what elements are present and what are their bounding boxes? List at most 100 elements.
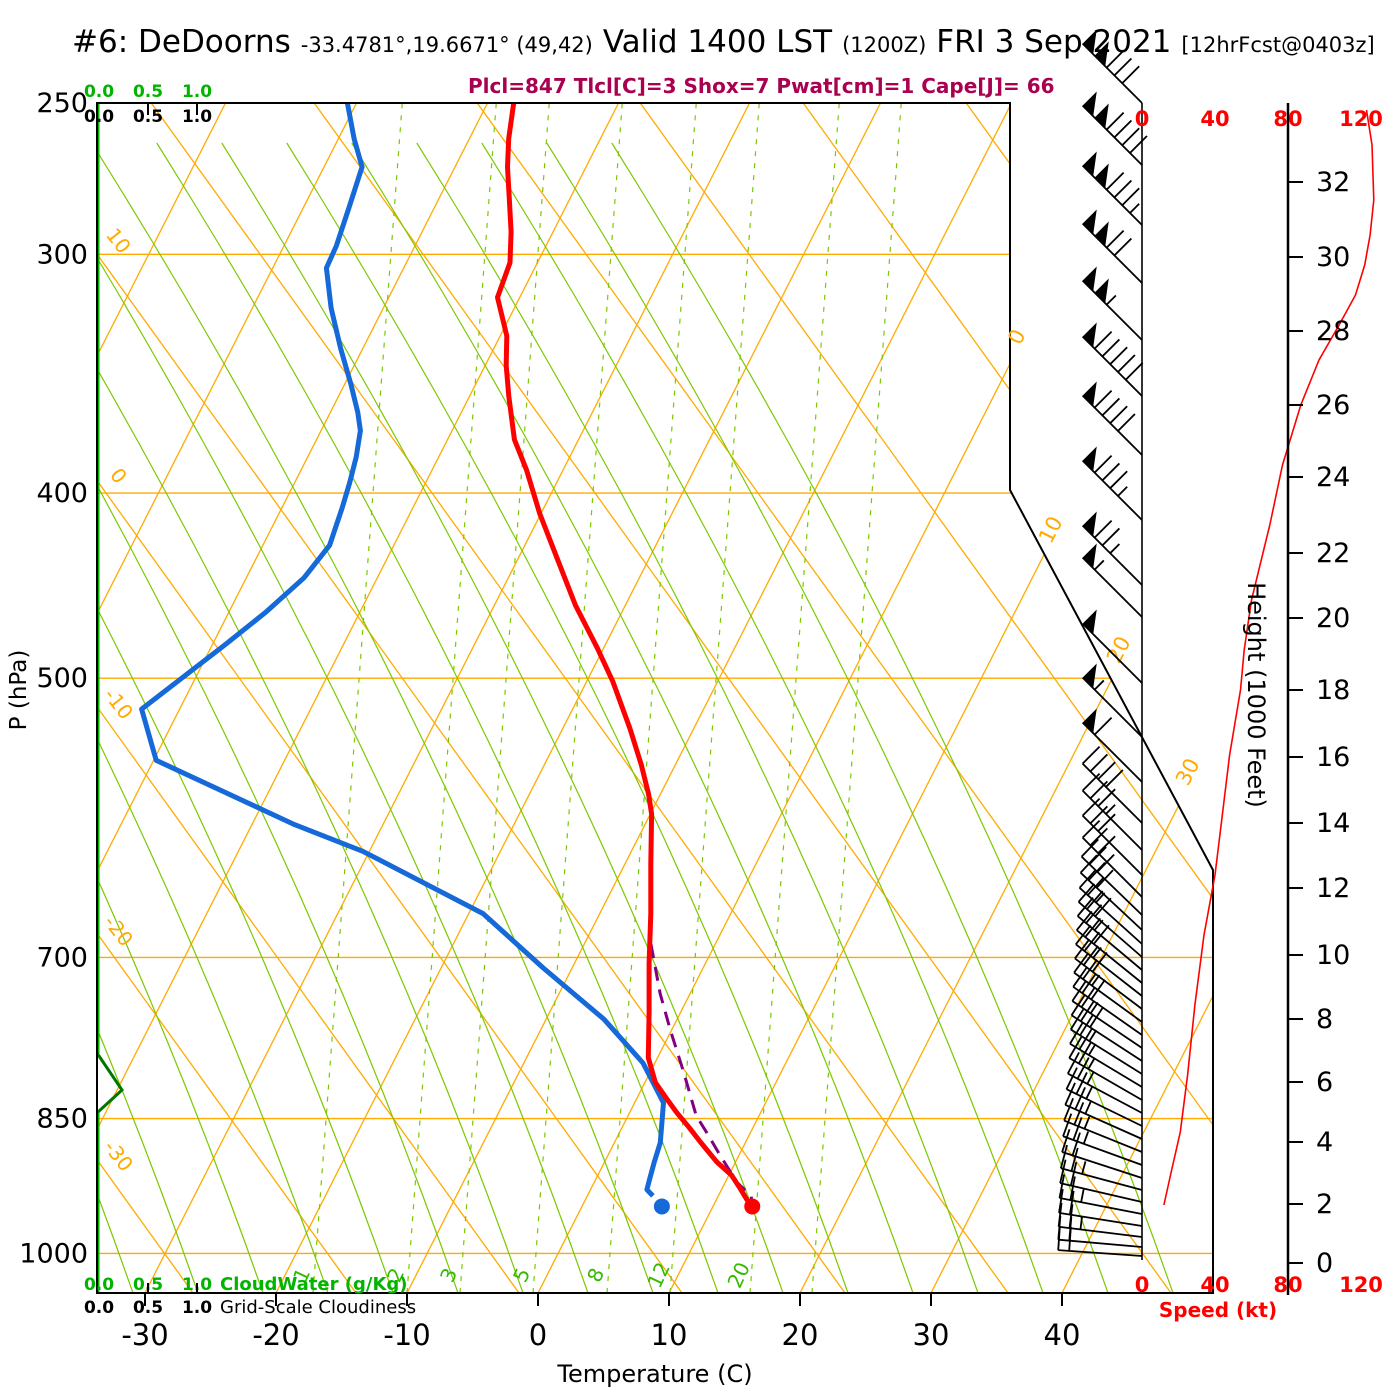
wind-barb-full <box>1089 780 1108 800</box>
wind-barb-pennant <box>1082 381 1097 407</box>
gridscale-axis-label: Grid-Scale Cloudiness <box>220 1297 416 1318</box>
wind-barb <box>1075 924 1143 997</box>
wind-barb-full <box>1093 455 1113 474</box>
cloudwater-axis-label: CloudWater (g/Kg) <box>220 1274 408 1295</box>
wind-barb-half <box>1091 974 1101 987</box>
wind-barb <box>1079 854 1143 931</box>
wind-barb-pennant <box>1082 708 1097 734</box>
dry-adiabat-line <box>313 103 1172 1293</box>
wind-barb-full <box>1079 1014 1094 1036</box>
wind-barb-full <box>1078 1028 1093 1050</box>
height-tick-label: 26 <box>1316 390 1350 421</box>
wind-barb-full <box>1078 1042 1092 1064</box>
wind-barb-full <box>1095 869 1114 889</box>
wind-barb-full <box>1077 883 1096 903</box>
wind-barb-full <box>1070 994 1086 1016</box>
profile-curves <box>139 103 758 1209</box>
forecast-tag: [12hrFcst@0403z] <box>1181 33 1375 57</box>
mixing-ratio-line <box>669 103 760 1293</box>
wind-barb-staff <box>1058 1225 1143 1238</box>
wind-barb-full <box>1121 65 1140 84</box>
wind-barb-full <box>1068 1036 1083 1059</box>
wind-barb <box>1076 910 1143 984</box>
wind-barb-full <box>1082 945 1099 966</box>
wind-barb-full <box>1067 1051 1080 1074</box>
wind-barb-half <box>1082 1131 1090 1145</box>
height-tick-label: 20 <box>1316 603 1350 634</box>
wind-barb-half <box>1106 294 1117 306</box>
wind-barb-full <box>1089 827 1108 847</box>
wind-barb-half <box>1092 947 1102 959</box>
wind-barb-full <box>1090 979 1106 1000</box>
wind-barb <box>1071 980 1143 1049</box>
isotherm-label: 30 <box>1171 754 1205 789</box>
wind-barb-full <box>1065 1067 1078 1090</box>
isotherm-line <box>537 103 1144 1293</box>
temp-tick-label: -20 <box>252 1318 299 1352</box>
wind-barb-full <box>1079 854 1098 874</box>
wind-barb-full <box>1076 910 1093 931</box>
wind-barb-staff <box>1058 1211 1143 1227</box>
wind-barb-full <box>1076 1057 1090 1080</box>
moist-adiabat-line <box>156 142 719 1293</box>
wind-barb-full <box>1121 187 1140 206</box>
wind-barb-full <box>1062 1113 1073 1137</box>
wind-barb-full <box>1106 172 1125 191</box>
background-grid <box>97 103 1213 1293</box>
dry-adiabat-line <box>97 103 846 1293</box>
parcel-path-curve <box>649 944 754 1207</box>
dry-adiabat-line <box>802 103 1213 1293</box>
pressure-tick-label: 250 <box>36 88 88 119</box>
wind-barb-full <box>1075 1072 1088 1095</box>
wind-barb-full <box>1069 1190 1075 1215</box>
temp-axis-title: Temperature (C) <box>556 1360 752 1388</box>
wind-barb-full <box>1117 354 1136 373</box>
height-tick-label: 32 <box>1316 167 1350 198</box>
wind-barb <box>1081 819 1143 898</box>
temp-tick-label: 30 <box>913 1318 950 1352</box>
temp-tick-label: 0 <box>529 1318 547 1352</box>
wind-barb <box>1072 966 1143 1036</box>
wind-barb <box>1078 869 1143 945</box>
wind-barb-full <box>1074 1087 1086 1110</box>
wind-barb-staff <box>1068 1057 1143 1101</box>
wind-barb-full <box>1057 1226 1061 1251</box>
wind-barb-full <box>1080 986 1096 1008</box>
wind-barb-staff <box>1071 1014 1143 1062</box>
valid-date: FRI 3 Sep 2021 <box>936 24 1172 60</box>
wind-barb-staff <box>1076 929 1143 984</box>
mixing-ratio-line <box>749 103 840 1293</box>
wind-barb <box>1081 266 1143 341</box>
wind-barb <box>1081 91 1148 166</box>
wind-barb-half <box>1088 1043 1097 1056</box>
isotherm-line <box>144 103 751 1293</box>
wind-barb <box>1081 209 1143 284</box>
wind-barb-half <box>1093 559 1105 571</box>
wind-barb-full <box>1109 346 1128 365</box>
wind-barb-full <box>1081 772 1101 792</box>
wind-barb <box>1069 1022 1143 1088</box>
wind-barb-full <box>1087 876 1105 896</box>
pressure-tick-label: 700 <box>36 942 88 973</box>
wind-barb-pennant <box>1082 151 1097 177</box>
wind-barb <box>1062 1113 1143 1166</box>
wind-barb-half <box>1083 1116 1091 1130</box>
wind-barb-half <box>1079 1216 1083 1230</box>
wind-barb-full <box>1117 413 1136 432</box>
height-tick-label: 0 <box>1316 1248 1333 1279</box>
wind-barb-full <box>1129 135 1148 154</box>
wind-barb-full <box>1059 1159 1067 1184</box>
wind-barb <box>1081 446 1143 521</box>
wind-barb-full <box>1093 520 1113 539</box>
wind-barb-full <box>1093 390 1113 409</box>
wind-barb-full <box>1105 769 1124 788</box>
wind-barb <box>1081 29 1143 104</box>
wind-barb <box>1065 1067 1143 1127</box>
dry-adiabat-line <box>476 103 1213 1293</box>
wind-barb-staff <box>1069 1042 1143 1088</box>
temp-tick-label: -30 <box>121 1318 168 1352</box>
isotherm-line <box>97 103 358 1293</box>
wind-barb-staff <box>1058 1249 1143 1257</box>
wind-barb-pennant <box>1094 103 1109 129</box>
wind-barb-full <box>1081 797 1101 817</box>
